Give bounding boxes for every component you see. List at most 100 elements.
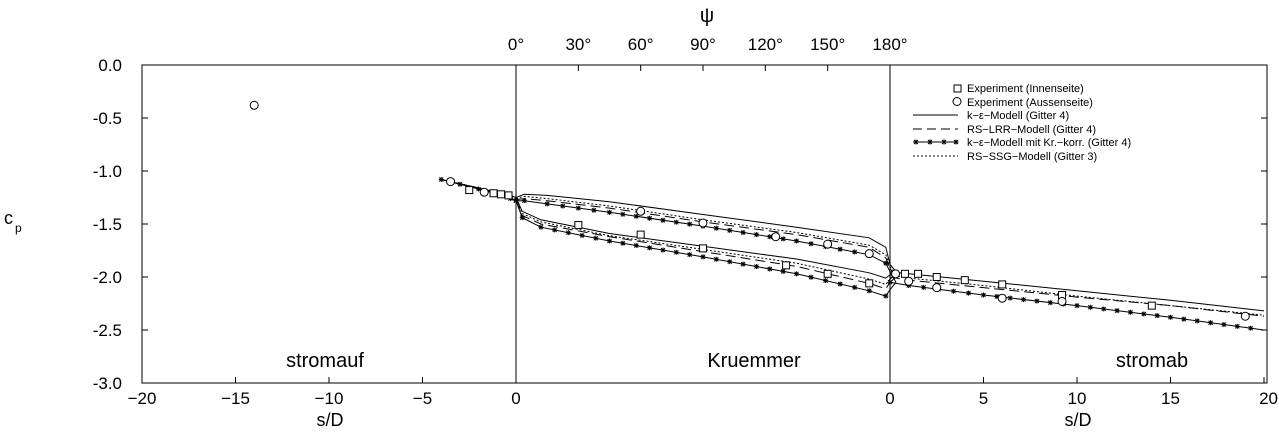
star-marker xyxy=(633,243,639,249)
experiment-innenseite-point xyxy=(960,276,969,285)
star-marker xyxy=(519,215,525,221)
star-marker xyxy=(544,201,550,207)
x-axis-label-left: s/D xyxy=(317,410,344,430)
experiment-aussenseite-point xyxy=(636,206,646,216)
x-tick-label: −15 xyxy=(221,389,250,408)
experiment-aussenseite-point xyxy=(249,100,259,110)
star-marker xyxy=(575,205,581,211)
experiment-aussenseite-point xyxy=(698,218,708,228)
series-line xyxy=(515,199,891,290)
legend-marker-square xyxy=(953,84,962,93)
star-marker xyxy=(941,139,947,145)
region-label-kruemmer: Kruemmer xyxy=(707,350,801,372)
experiment-innenseite-point xyxy=(914,269,923,278)
star-marker xyxy=(1181,316,1187,322)
star-marker xyxy=(852,249,858,255)
star-marker xyxy=(660,217,666,223)
y-tick-label: -2.5 xyxy=(93,321,122,340)
star-marker xyxy=(837,246,843,252)
star-marker xyxy=(780,236,786,242)
series-line xyxy=(515,193,891,265)
star-marker xyxy=(951,288,957,294)
legend-label-0: Experiment (Innenseite) xyxy=(967,83,1084,95)
y-tick-label: -2.0 xyxy=(93,268,122,287)
top-axis-ticks: 0° 30° 60° 90° 120° 150° 180° xyxy=(508,35,908,71)
star-marker xyxy=(1087,304,1093,310)
star-marker xyxy=(1021,297,1027,303)
y-tick-label: -1.5 xyxy=(93,215,122,234)
star-marker xyxy=(887,279,893,285)
legend-marker-circle xyxy=(952,97,962,106)
experiment-innenseite-point xyxy=(636,230,645,239)
x-tick-label: −5 xyxy=(413,389,432,408)
x-tick-label: −20 xyxy=(128,389,157,408)
y-tick-label: -1.0 xyxy=(93,162,122,181)
region-label-stromab: stromab xyxy=(1116,350,1188,372)
experiment-aussenseite-point xyxy=(904,276,914,286)
y-tick-label: -0.5 xyxy=(93,109,122,128)
series-line xyxy=(889,274,1265,316)
experiment-aussenseite-point xyxy=(891,269,901,279)
legend-label-1: Experiment (Aussenseite) xyxy=(967,97,1093,109)
star-marker xyxy=(808,241,814,247)
star-marker xyxy=(780,268,786,274)
star-marker xyxy=(1168,314,1173,320)
star-marker xyxy=(1047,300,1053,306)
star-marker xyxy=(883,293,889,299)
top-tick-label: 150° xyxy=(810,35,845,54)
star-marker xyxy=(565,230,571,236)
x-tick-label: 15 xyxy=(1161,389,1180,408)
star-marker xyxy=(607,238,612,244)
top-tick-label: 30° xyxy=(565,35,591,54)
experiment-aussenseite-point xyxy=(932,283,942,293)
star-marker xyxy=(823,278,829,284)
experiment-innenseite-point xyxy=(782,261,791,270)
experiment-innenseite-point xyxy=(504,191,513,200)
star-marker xyxy=(713,225,719,231)
experiment-innenseite-point xyxy=(932,273,941,281)
y-axis-ticks: 0.0 -0.5 -1.0 -1.5 -2.0 -2.5 -3.0 xyxy=(93,56,1267,393)
experiment-aussenseite-point xyxy=(997,293,1007,303)
experiment-aussenseite-point xyxy=(1057,296,1067,306)
experiment-innenseite-point xyxy=(823,269,832,278)
top-tick-label: 0° xyxy=(508,35,524,54)
series-line-junction xyxy=(889,281,897,291)
legend-label-4: k−ε−Modell mit Kr.−korr. (Gitter 4) xyxy=(967,137,1131,149)
top-tick-label: 90° xyxy=(690,35,716,54)
x-axis-label-right: s/D xyxy=(1065,410,1092,430)
experiment-aussenseite-point xyxy=(1240,311,1250,321)
experiment-aussenseite-point xyxy=(479,187,489,197)
star-marker xyxy=(966,290,972,296)
series-line-junction xyxy=(889,274,897,280)
star-marker xyxy=(767,266,773,272)
star-marker xyxy=(1141,311,1147,317)
series-line xyxy=(516,200,891,272)
region-label-stromauf: stromauf xyxy=(286,350,364,372)
top-tick-label: 120° xyxy=(748,35,783,54)
star-marker xyxy=(647,245,653,251)
series-2 xyxy=(441,179,1265,317)
series-layer xyxy=(438,176,1265,331)
top-axis-label: ψ xyxy=(700,5,714,27)
star-marker xyxy=(633,213,639,219)
star-marker xyxy=(753,264,759,270)
star-marker xyxy=(660,247,666,253)
star-marker xyxy=(1248,325,1254,331)
experiment-innenseite-point xyxy=(1147,301,1156,310)
top-tick-label: 180° xyxy=(872,35,907,54)
star-marker xyxy=(1154,313,1160,319)
top-tick-label: 60° xyxy=(628,35,654,54)
star-marker xyxy=(687,221,693,227)
star-marker xyxy=(1101,306,1107,312)
markers-layer xyxy=(249,100,1250,321)
experiment-aussenseite-point xyxy=(446,177,456,187)
star-marker xyxy=(866,288,872,294)
star-marker xyxy=(591,207,597,213)
star-marker xyxy=(700,254,706,260)
y-axis-label: c xyxy=(4,208,13,228)
star-marker xyxy=(883,260,889,266)
legend: Experiment (Innenseite) Experiment (Auss… xyxy=(913,83,1131,163)
star-marker xyxy=(620,240,626,246)
experiment-innenseite-point xyxy=(497,190,506,199)
star-marker xyxy=(673,249,679,255)
